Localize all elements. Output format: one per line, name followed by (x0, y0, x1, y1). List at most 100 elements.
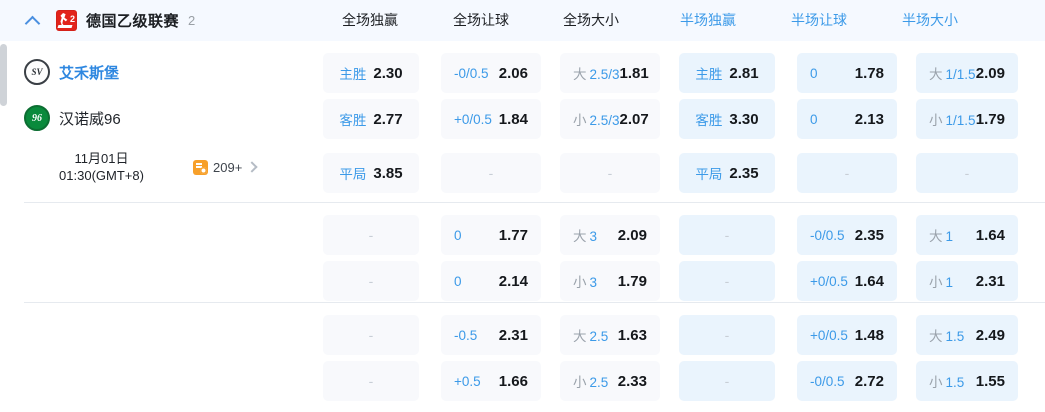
odds-cell-handicap[interactable]: +0/0.5 1.48 (797, 315, 897, 355)
tab-market-3[interactable]: 半场独赢 (680, 12, 736, 28)
market-tabs: 全场独赢 全场让球 全场大小 半场独赢 半场让球 半场大小 (300, 0, 1045, 41)
home-team-name[interactable]: 艾禾斯堡 (59, 64, 120, 82)
vertical-scrollbar[interactable] (0, 41, 7, 412)
scrollbar-thumb[interactable] (0, 44, 7, 106)
hannover-96-crest (24, 105, 50, 131)
odds-cell-over-under[interactable]: 大 2.5/3 1.81 (560, 53, 660, 93)
odds-cell-1x2[interactable]: 客胜 3.30 (679, 99, 775, 139)
over-under-direction: 小 (573, 275, 587, 290)
odds-cell-over-under[interactable]: 大 3 2.09 (560, 215, 660, 255)
odds-cell-over-under[interactable]: 小 2.5/3 2.07 (560, 99, 660, 139)
tab-market-0[interactable]: 全场独赢 (342, 12, 398, 28)
over-under-direction: 小 (573, 375, 587, 390)
home-team-row[interactable]: 艾禾斯堡 (24, 49, 286, 95)
odds-cell-1x2[interactable]: 主胜 2.81 (679, 53, 775, 93)
odds-cell-handicap[interactable]: +0/0.5 1.64 (797, 261, 897, 301)
odds-value: 1.79 (617, 272, 647, 290)
odds-cell-empty: - (323, 215, 419, 255)
odds-cell-handicap[interactable]: 0 2.14 (441, 261, 541, 301)
league-name[interactable]: 德国乙级联赛 (86, 13, 180, 30)
odds-value: 2.30 (373, 64, 403, 82)
away-team-row[interactable]: 汉诺威96 (24, 95, 286, 141)
odds-cell-1x2[interactable]: 主胜 2.30 (323, 53, 419, 93)
odds-cell-1x2[interactable]: 客胜 2.77 (323, 99, 419, 139)
odds-cell-handicap[interactable]: +0/0.5 1.84 (441, 99, 541, 139)
over-under-direction: 大 (573, 229, 587, 244)
odds-selection-label: 客胜 (695, 113, 723, 128)
odds-cell-empty: - (560, 153, 660, 193)
odds-cell-handicap[interactable]: -0/0.5 2.35 (797, 215, 897, 255)
odds-value: 1.48 (854, 326, 884, 344)
empty-dash: - (607, 165, 613, 181)
odds-selection-label: 主胜 (695, 67, 723, 82)
handicap-line-label: 0 (454, 273, 462, 289)
odds-value: 2.09 (975, 64, 1005, 82)
odds-cell-empty: - (323, 361, 419, 401)
chevron-up-icon[interactable] (24, 12, 42, 30)
league-match-count: 2 (188, 13, 196, 28)
odds-selection-label: 平局 (339, 167, 367, 182)
tab-market-1[interactable]: 全场让球 (453, 12, 509, 28)
odds-cell-handicap[interactable]: -0/0.5 2.06 (441, 53, 541, 93)
odds-value: 1.81 (619, 64, 649, 82)
odds-cell-empty: - (679, 315, 775, 355)
odds-value: 2.31 (498, 326, 528, 344)
odds-value: 2.07 (619, 110, 649, 128)
over-under-direction: 大 (573, 329, 587, 344)
league-header: 2 德国乙级联赛 2 全场独赢 全场让球 全场大小 半场独赢 半场让球 半场大小 (0, 0, 1045, 41)
over-under-line: 1.5 (945, 329, 965, 344)
handicap-line-label: +0/0.5 (454, 111, 492, 127)
odds-cell-over-under[interactable]: 大 1.5 2.49 (916, 315, 1018, 355)
handicap-line-label: -0/0.5 (454, 65, 489, 81)
over-under-label: 大 1/1.5 (929, 63, 976, 83)
odds-cell-handicap[interactable]: +0.5 1.66 (441, 361, 541, 401)
odds-cell-over-under[interactable]: 大 2.5 1.63 (560, 315, 660, 355)
tab-market-2[interactable]: 全场大小 (563, 12, 619, 28)
odds-cell-empty: - (323, 261, 419, 301)
empty-dash: - (724, 327, 730, 343)
over-under-direction: 大 (929, 67, 943, 82)
empty-dash: - (368, 273, 374, 289)
odds-cell-handicap[interactable]: -0/0.5 2.72 (797, 361, 897, 401)
row-divider (24, 302, 1045, 303)
odds-value: 1.66 (498, 372, 528, 390)
odds-cell-over-under[interactable]: 小 2.5 2.33 (560, 361, 660, 401)
odds-cell-handicap[interactable]: -0.5 2.31 (441, 315, 541, 355)
odds-value: 2.72 (854, 372, 884, 390)
league-header-left: 2 德国乙级联赛 2 (0, 0, 300, 41)
odds-selection-label: 客胜 (339, 113, 367, 128)
odds-value: 2.49 (975, 326, 1005, 344)
odds-cell-over-under[interactable]: 小 1.5 1.55 (916, 361, 1018, 401)
odds-cell-handicap[interactable]: 0 2.13 (797, 99, 897, 139)
odds-value: 2.06 (498, 64, 528, 82)
handicap-line-label: -0/0.5 (810, 227, 845, 243)
over-under-line: 3 (589, 275, 598, 290)
odds-cell-over-under[interactable]: 大 1/1.5 2.09 (916, 53, 1018, 93)
match-date: 11月01日 (74, 151, 129, 166)
odds-value: 2.35 (854, 226, 884, 244)
away-team-name[interactable]: 汉诺威96 (59, 110, 121, 128)
odds-selection-label: 主胜 (339, 67, 367, 82)
bookmaker-count-badge[interactable]: 209+ (193, 159, 257, 175)
odds-selection-label: 平局 (695, 167, 723, 182)
odds-cell-over-under[interactable]: 小 3 1.79 (560, 261, 660, 301)
odds-value: 1.79 (975, 110, 1005, 128)
odds-cell-1x2[interactable]: 平局 2.35 (679, 153, 775, 193)
match-datetime: 11月01日 01:30(GMT+8) (24, 150, 179, 184)
tab-market-5[interactable]: 半场大小 (902, 12, 958, 28)
odds-cell-empty: - (679, 215, 775, 255)
odds-cell-handicap[interactable]: 0 1.77 (441, 215, 541, 255)
handicap-line-label: 0 (810, 65, 818, 81)
odds-cell-1x2[interactable]: 平局 3.85 (323, 153, 419, 193)
over-under-line: 1/1.5 (945, 113, 976, 128)
odds-cell-over-under[interactable]: 小 1/1.5 1.79 (916, 99, 1018, 139)
handicap-line-label: -0.5 (454, 327, 478, 343)
odds-cell-over-under[interactable]: 小 1 2.31 (916, 261, 1018, 301)
over-under-label: 小 2.5/3 (573, 109, 620, 129)
tab-market-4[interactable]: 半场让球 (791, 12, 847, 28)
over-under-label: 小 2.5 (573, 371, 608, 391)
odds-cell-handicap[interactable]: 0 1.78 (797, 53, 897, 93)
odds-value: 2.33 (617, 372, 647, 390)
odds-cell-over-under[interactable]: 大 1 1.64 (916, 215, 1018, 255)
